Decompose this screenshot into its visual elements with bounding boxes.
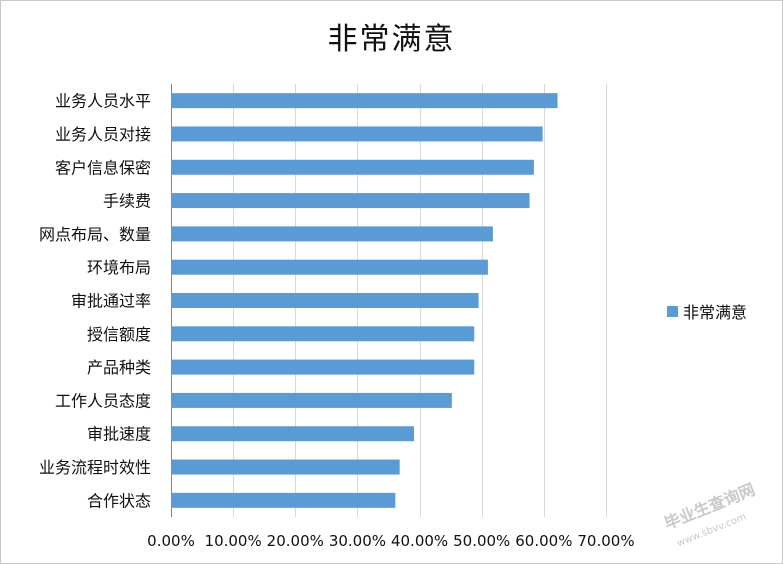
category-label: 审批速度 bbox=[87, 425, 151, 444]
bar bbox=[171, 459, 400, 475]
bar bbox=[171, 359, 475, 375]
x-tick-label: 40.00% bbox=[391, 532, 448, 550]
bar bbox=[171, 259, 488, 275]
bar bbox=[171, 426, 414, 442]
category-label: 工作人员态度 bbox=[55, 391, 151, 410]
x-tick-label: 70.00% bbox=[577, 532, 634, 550]
bar bbox=[171, 226, 493, 242]
category-label: 授信额度 bbox=[87, 325, 151, 344]
legend-label: 非常满意 bbox=[683, 303, 748, 322]
chart-title: 非常满意 bbox=[327, 22, 456, 57]
category-label: 环境布局 bbox=[87, 258, 151, 277]
category-label: 客户信息保密 bbox=[55, 158, 151, 177]
legend: 非常满意 bbox=[667, 299, 747, 323]
category-label: 产品种类 bbox=[87, 358, 151, 377]
bar bbox=[171, 126, 543, 142]
category-label: 业务人员对接 bbox=[55, 125, 151, 144]
category-labels: 业务人员水平业务人员对接客户信息保密手续费网点布局、数量环境布局审批通过率授信额… bbox=[39, 92, 151, 511]
bar bbox=[171, 193, 530, 209]
category-label: 手续费 bbox=[103, 192, 151, 211]
x-tick-label: 0.00% bbox=[147, 532, 195, 550]
x-tick-label: 60.00% bbox=[515, 532, 572, 550]
category-label: 审批通过率 bbox=[71, 292, 151, 311]
x-tick-label: 30.00% bbox=[329, 532, 386, 550]
category-label: 网点布局、数量 bbox=[39, 225, 151, 244]
category-label: 业务人员水平 bbox=[55, 92, 151, 111]
bars bbox=[171, 93, 558, 508]
category-label: 业务流程时效性 bbox=[39, 458, 151, 477]
bar bbox=[171, 492, 396, 508]
legend-swatch bbox=[667, 305, 678, 317]
category-label: 合作状态 bbox=[87, 491, 151, 510]
bar bbox=[171, 293, 479, 308]
bar bbox=[171, 159, 534, 175]
x-axis-tick-labels: 0.00% 10.00% 20.00% 30.00% 40.00% 50.00% 60.00… bbox=[147, 532, 634, 550]
bar bbox=[171, 326, 475, 342]
x-tick-label: 20.00% bbox=[267, 532, 324, 550]
bar bbox=[171, 93, 558, 109]
bar bbox=[171, 392, 452, 408]
x-tick-label: 10.00% bbox=[205, 532, 262, 550]
x-tick-label: 50.00% bbox=[453, 532, 510, 550]
